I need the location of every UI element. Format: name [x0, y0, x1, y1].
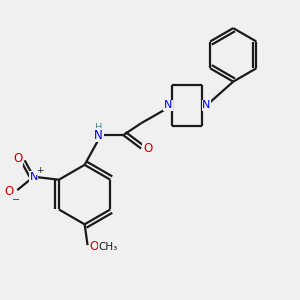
Text: H: H: [95, 123, 102, 133]
Text: N: N: [94, 129, 103, 142]
Text: N: N: [29, 172, 38, 182]
Text: N: N: [202, 100, 211, 110]
Text: O: O: [143, 142, 152, 155]
Text: O: O: [4, 185, 14, 198]
Text: −: −: [12, 195, 20, 205]
Text: O: O: [89, 240, 99, 253]
Text: O: O: [14, 152, 23, 165]
Text: CH₃: CH₃: [99, 242, 118, 252]
Text: N: N: [164, 100, 172, 110]
Text: +: +: [36, 166, 43, 175]
